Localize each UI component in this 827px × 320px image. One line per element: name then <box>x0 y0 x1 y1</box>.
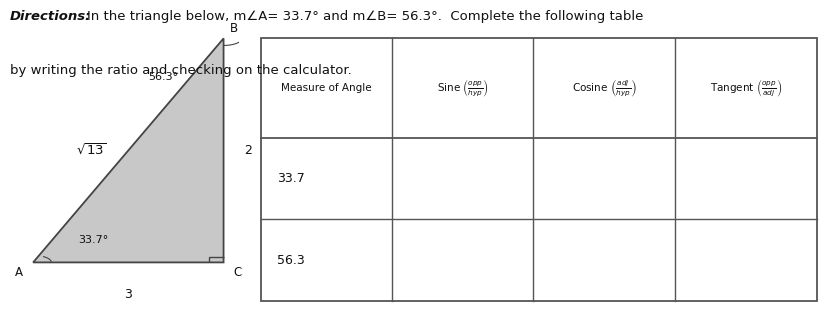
Text: Measure of Angle: Measure of Angle <box>280 83 371 93</box>
Text: In the triangle below, m∠A= 33.7° and m∠B= 56.3°.  Complete the following table: In the triangle below, m∠A= 33.7° and m∠… <box>87 10 643 23</box>
Text: 3: 3 <box>124 288 132 301</box>
Polygon shape <box>33 38 223 262</box>
Text: 56.3: 56.3 <box>277 254 305 267</box>
Text: A: A <box>15 266 23 279</box>
Text: 33.7°: 33.7° <box>79 235 109 245</box>
Text: Cosine $\left(\frac{adj}{hyp}\right)$: Cosine $\left(\frac{adj}{hyp}\right)$ <box>571 78 636 99</box>
Text: B: B <box>230 22 238 35</box>
Text: 33.7: 33.7 <box>277 172 305 185</box>
Text: C: C <box>233 266 241 279</box>
Text: $\sqrt{13}$: $\sqrt{13}$ <box>76 143 106 158</box>
Text: Tangent $\left(\frac{opp}{adj}\right)$: Tangent $\left(\frac{opp}{adj}\right)$ <box>710 78 782 99</box>
Text: 56.3°: 56.3° <box>148 72 178 82</box>
Text: by writing the ratio and checking on the calculator.: by writing the ratio and checking on the… <box>10 64 351 77</box>
FancyBboxPatch shape <box>261 38 816 301</box>
Text: 2: 2 <box>244 144 252 157</box>
Text: Sine $\left(\frac{opp}{hyp}\right)$: Sine $\left(\frac{opp}{hyp}\right)$ <box>436 78 488 99</box>
Text: Directions:: Directions: <box>10 10 91 23</box>
